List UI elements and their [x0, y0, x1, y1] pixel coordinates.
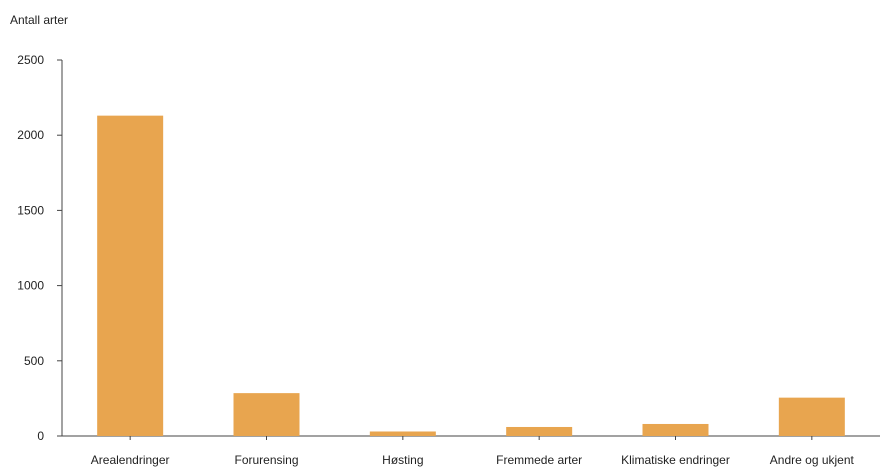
bar	[233, 393, 300, 436]
x-tick-label: Høsting	[382, 453, 423, 467]
bar	[97, 115, 164, 436]
y-tick-label: 1500	[17, 203, 44, 217]
y-tick-label: 2500	[17, 53, 44, 67]
bar	[778, 397, 845, 436]
y-axis-title: Antall arter	[10, 13, 68, 27]
y-tick-label: 1000	[17, 279, 44, 293]
x-tick-label: Andre og ukjent	[770, 453, 855, 467]
y-axis: 0 500 1000 1500 2000 2500	[17, 53, 63, 443]
x-tick-label: Forurensing	[234, 453, 298, 467]
bar	[369, 431, 436, 436]
y-tick-label: 500	[24, 354, 44, 368]
x-tick-label: Arealendringer	[91, 453, 170, 467]
x-tick-label: Fremmede arter	[496, 453, 582, 467]
y-tick-label: 0	[37, 429, 44, 443]
x-tick-label: Klimatiske endringer	[621, 453, 730, 467]
x-axis: Arealendringer Forurensing Høsting Fremmede…	[62, 435, 880, 467]
bars	[97, 115, 845, 436]
bar	[506, 426, 573, 436]
bar	[642, 423, 709, 436]
y-tick-label: 2000	[17, 128, 44, 142]
